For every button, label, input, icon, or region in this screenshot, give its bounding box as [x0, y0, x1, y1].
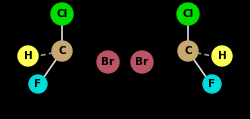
Circle shape — [52, 41, 72, 61]
Circle shape — [203, 75, 221, 93]
Circle shape — [18, 46, 38, 66]
Circle shape — [178, 41, 198, 61]
Text: C: C — [58, 46, 66, 56]
Circle shape — [51, 3, 73, 25]
Text: F: F — [34, 79, 42, 89]
Text: Br: Br — [102, 57, 114, 67]
Text: Br: Br — [136, 57, 148, 67]
Text: F: F — [208, 79, 216, 89]
Circle shape — [97, 51, 119, 73]
Text: C: C — [184, 46, 192, 56]
Circle shape — [131, 51, 153, 73]
Text: H: H — [24, 51, 32, 61]
Text: H: H — [218, 51, 226, 61]
Circle shape — [29, 75, 47, 93]
Text: Cl: Cl — [182, 9, 194, 19]
Circle shape — [212, 46, 232, 66]
Text: Cl: Cl — [56, 9, 68, 19]
Circle shape — [177, 3, 199, 25]
